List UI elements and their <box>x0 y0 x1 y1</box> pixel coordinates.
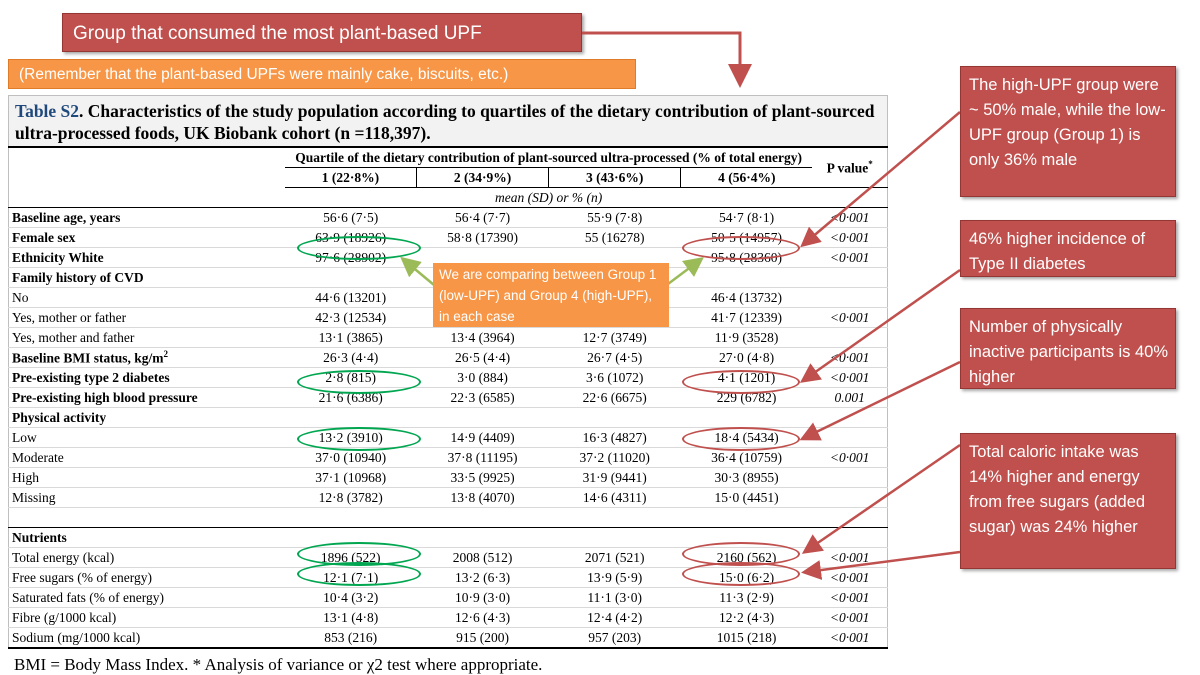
table-row: Missing 12·8 (3782) 13·8 (4070) 14·6 (431… <box>8 487 888 508</box>
arrow-male <box>800 111 961 248</box>
table-row: High 37·1 (10968) 33·5 (9925) 31·9 (9441)… <box>8 467 888 488</box>
table-row: Ethnicity White 97·6 (28902) 95·8 (28360… <box>8 247 888 268</box>
callout-comparison: We are comparing between Group 1 (low-UP… <box>433 263 669 327</box>
arrow-sugar <box>801 550 961 580</box>
arrow-inactive <box>799 360 961 441</box>
unit-note: mean (SD) or % (n) <box>284 187 813 208</box>
arrow-banner-to-q4 <box>582 31 752 88</box>
table-title-text: . Characteristics of the study populatio… <box>15 101 875 143</box>
table-row: Yes, mother and father 13·1 (3865) 13·4 (… <box>8 327 888 348</box>
highlight-t2d-q1 <box>297 370 421 394</box>
table-row: Fibre (g/1000 kcal) 13·1 (4·8) 12·6 (4·3)… <box>8 607 888 628</box>
banner-most-upf-group: Group that consumed the most plant-based… <box>62 13 582 52</box>
table-row: Sodium (mg/1000 kcal) 853 (216) 915 (200)… <box>8 627 888 649</box>
callout-physical-inactivity: Number of physically inactive participan… <box>960 308 1176 389</box>
table-row: Baseline BMI status, kg/m2 26·3 (4·4) 26·… <box>8 347 888 368</box>
quartile-header: Quartile of the dietary contribution of … <box>284 146 813 168</box>
quartile-1-header: 1 (22·8%) <box>284 167 417 188</box>
highlight-sugar-q1 <box>297 562 421 586</box>
arrow-energy <box>801 443 961 554</box>
header-blank <box>8 146 285 168</box>
table-row: Baseline age, years 56·6 (7·5) 56·4 (7·7)… <box>8 207 888 228</box>
highlight-pa-low-q4 <box>682 427 800 451</box>
quartile-2-header: 2 (34·9%) <box>415 167 549 188</box>
callout-type2-diabetes: 46% higher incidence of Type II diabetes <box>960 220 1176 277</box>
table-row: Moderate 37·0 (10940) 37·8 (11195) 37·2 (… <box>8 447 888 468</box>
highlight-female-q4 <box>682 236 800 260</box>
highlight-female-q1 <box>297 236 421 260</box>
quartile-4-header: 4 (56·4%) <box>680 167 813 188</box>
highlight-t2d-q4 <box>682 370 800 394</box>
table-row: Physical activity <box>8 407 888 428</box>
quartile-3-header: 3 (43·6%) <box>548 167 681 188</box>
pvalue-header: P value* <box>812 146 888 188</box>
banner-plant-upf-note: (Remember that the plant-based UPFs were… <box>8 59 636 89</box>
highlight-sugar-q4 <box>682 562 800 586</box>
table-footnote: BMI = Body Mass Index. * Analysis of var… <box>14 655 543 674</box>
callout-energy-sugar: Total caloric intake was 14% higher and … <box>960 433 1176 569</box>
table-row: Saturated fats (% of energy) 10·4 (3·2) 1… <box>8 587 888 608</box>
table-row: Nutrients <box>8 527 888 548</box>
table-label: Table S2 <box>15 101 80 121</box>
highlight-pa-low-q1 <box>297 427 421 451</box>
arrow-diabetes <box>799 268 961 383</box>
callout-male-sex: The high-UPF group were ~ 50% male, whil… <box>960 66 1176 197</box>
characteristics-table: Quartile of the dietary contribution of … <box>8 146 888 649</box>
study-table: Table S2. Characteristics of the study p… <box>8 95 888 675</box>
table-title: Table S2. Characteristics of the study p… <box>8 95 888 146</box>
